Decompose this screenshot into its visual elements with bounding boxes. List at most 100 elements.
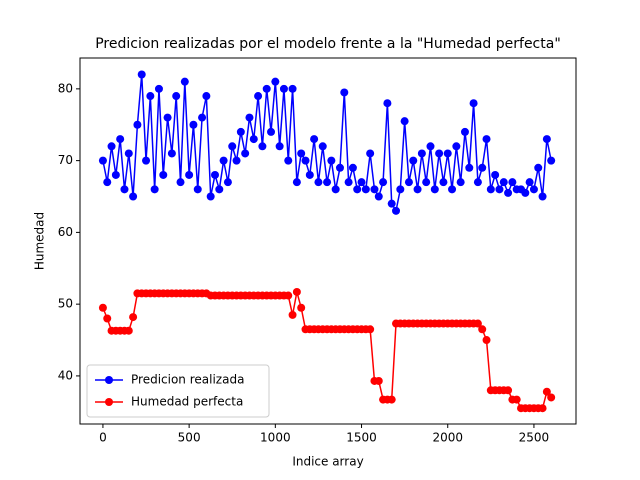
point xyxy=(241,149,250,158)
point xyxy=(387,199,396,208)
point xyxy=(529,185,538,194)
point xyxy=(538,404,547,413)
x-tick-label: 1500 xyxy=(346,431,377,445)
point xyxy=(223,178,232,187)
point xyxy=(366,149,375,158)
point xyxy=(284,291,293,300)
point xyxy=(542,135,551,144)
point xyxy=(499,178,508,187)
point xyxy=(103,178,112,187)
point xyxy=(129,313,138,322)
point xyxy=(482,135,491,144)
point xyxy=(116,135,125,144)
point xyxy=(254,92,263,101)
x-tick-label: 1000 xyxy=(260,431,291,445)
point xyxy=(189,120,198,129)
point xyxy=(417,149,426,158)
point xyxy=(538,192,547,201)
point xyxy=(198,113,207,122)
point xyxy=(353,185,362,194)
point xyxy=(374,376,383,385)
point xyxy=(392,206,401,215)
point xyxy=(262,84,271,93)
point xyxy=(228,142,237,151)
point xyxy=(288,310,297,319)
point xyxy=(478,163,487,172)
point xyxy=(404,178,413,187)
point xyxy=(327,156,336,165)
point xyxy=(275,142,284,151)
legend-label: Humedad perfecta xyxy=(131,395,243,409)
point xyxy=(236,127,245,136)
point xyxy=(314,178,323,187)
point xyxy=(124,326,133,335)
point xyxy=(448,185,457,194)
point xyxy=(150,185,159,194)
point xyxy=(245,113,254,122)
point xyxy=(504,386,513,395)
chart-title: Predicion realizadas por el modelo frent… xyxy=(95,36,561,52)
x-tick-label: 0 xyxy=(99,431,107,445)
point xyxy=(439,178,448,187)
point xyxy=(456,178,465,187)
point xyxy=(180,77,189,86)
point xyxy=(495,185,504,194)
point xyxy=(284,156,293,165)
point xyxy=(542,387,551,396)
point xyxy=(292,287,301,296)
point xyxy=(305,170,314,179)
point xyxy=(232,156,241,165)
legend-box xyxy=(86,364,270,418)
point xyxy=(430,185,439,194)
point xyxy=(443,149,452,158)
y-tick-label: 80 xyxy=(58,81,73,95)
point xyxy=(452,142,461,151)
point xyxy=(297,149,306,158)
point xyxy=(267,127,276,136)
point xyxy=(176,178,185,187)
point xyxy=(219,156,228,165)
point xyxy=(163,113,172,122)
point xyxy=(167,149,176,158)
y-axis-label: Humedad xyxy=(33,212,47,270)
point xyxy=(469,99,478,108)
legend-marker xyxy=(105,398,113,406)
point xyxy=(120,185,129,194)
x-tick-label: 2000 xyxy=(432,431,463,445)
point xyxy=(508,178,517,187)
point xyxy=(486,185,495,194)
point xyxy=(142,156,151,165)
point xyxy=(301,156,310,165)
point xyxy=(340,88,349,97)
point xyxy=(271,77,280,86)
point xyxy=(98,156,107,165)
point xyxy=(387,395,396,404)
y-tick-label: 60 xyxy=(58,225,73,239)
point xyxy=(348,163,357,172)
point xyxy=(146,92,155,101)
point xyxy=(111,170,120,179)
point xyxy=(413,185,422,194)
point xyxy=(154,84,163,93)
point xyxy=(185,170,194,179)
point xyxy=(370,185,379,194)
y-tick-label: 70 xyxy=(58,153,73,167)
series-line xyxy=(102,74,552,213)
point xyxy=(202,92,211,101)
point xyxy=(210,170,219,179)
point xyxy=(249,135,258,144)
point xyxy=(547,156,556,165)
point xyxy=(521,188,530,197)
point xyxy=(331,185,340,194)
point xyxy=(344,178,353,187)
point xyxy=(137,70,146,79)
point xyxy=(482,336,491,345)
x-tick-label: 500 xyxy=(178,431,201,445)
point xyxy=(491,170,500,179)
x-tick-label: 2500 xyxy=(519,431,550,445)
legend-label: Predicion realizada xyxy=(131,373,244,387)
point xyxy=(366,325,375,334)
point xyxy=(172,92,181,101)
series xyxy=(98,287,556,413)
